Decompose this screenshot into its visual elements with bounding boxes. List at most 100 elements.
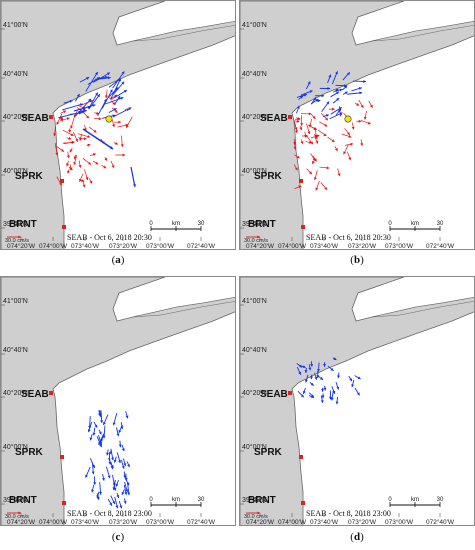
vector-head: [79, 178, 82, 182]
station-label-brnt: BRNT: [9, 495, 37, 506]
caption-b: (b): [350, 254, 364, 266]
vector-head: [92, 465, 95, 469]
vector-head: [75, 138, 79, 142]
vector-head: [335, 71, 338, 75]
reference-vector-label: 30.0 cm/s: [5, 238, 29, 244]
current-vector: [88, 94, 101, 110]
scale-label-max: 30: [437, 221, 444, 227]
vector-head: [120, 96, 124, 100]
vector-head: [122, 153, 126, 157]
vector-head: [92, 104, 96, 107]
map-d: 41°00'N 40°40'N 40°20'N 40°00'N 39°40'N 074°2…: [240, 277, 474, 525]
current-vector: [93, 72, 111, 83]
vector-head: [85, 474, 88, 478]
current-vector: [62, 103, 83, 111]
vector-head: [67, 170, 71, 174]
vector-head: [125, 489, 129, 493]
lat-label: 40°00'N: [3, 443, 28, 451]
vector-head: [302, 390, 306, 394]
vector-head: [310, 363, 314, 367]
vector-head: [125, 415, 129, 419]
land-mass: [1, 1, 235, 249]
vector-head: [103, 422, 106, 426]
vector-head: [118, 429, 122, 433]
vector-head: [323, 133, 327, 136]
vector-head: [312, 115, 316, 119]
lon-label: 074°20'W: [246, 242, 275, 250]
vector-head: [104, 95, 108, 99]
vector-head: [69, 99, 73, 103]
vector-head: [308, 140, 312, 144]
vector-head: [369, 104, 373, 108]
current-vector: [82, 128, 114, 150]
vector-head: [66, 163, 69, 167]
vector-head: [330, 367, 334, 371]
vector-head: [89, 180, 93, 184]
vector-head: [315, 99, 319, 102]
lon-label: 074°20'W: [7, 518, 36, 526]
station-marker-sprk: [299, 179, 303, 183]
scale-label-max: 30: [198, 221, 205, 227]
vector-head: [299, 126, 303, 130]
vector-head: [331, 139, 335, 142]
vector-head: [70, 133, 74, 136]
vector-head: [324, 187, 328, 190]
map-b: 41°00'N 40°40'N 40°20'N 40°00'N 39°40'N 074°2…: [240, 1, 474, 250]
vector-head: [118, 120, 122, 124]
vector-head: [294, 167, 298, 171]
vector-head: [316, 375, 320, 378]
vector-head: [73, 162, 77, 165]
vector-head: [123, 500, 127, 504]
lon-label: 072°40'W: [187, 518, 216, 526]
station-label-seab: SEAB: [260, 389, 288, 400]
vector-head: [326, 101, 330, 105]
vector-head: [324, 123, 328, 127]
lat-label: 39°40'N: [3, 220, 28, 228]
vector-head: [321, 395, 325, 399]
vector-head: [93, 482, 97, 485]
vector-head: [93, 129, 97, 133]
vector-head: [95, 161, 99, 165]
current-vector: [110, 78, 122, 99]
vector-head: [308, 124, 312, 128]
lon-label: 074°20'W: [7, 242, 36, 250]
vector-head: [18, 235, 21, 239]
vector-head: [63, 110, 67, 114]
vector-head: [121, 448, 125, 452]
vector-head: [102, 435, 106, 439]
vector-head: [335, 401, 339, 405]
vector-head: [313, 158, 317, 162]
lat-label: 40°40'N: [3, 346, 28, 354]
vector-head: [330, 397, 334, 401]
scale-label-unit: km: [411, 497, 419, 503]
vector-head: [344, 91, 348, 95]
vector-head: [296, 119, 300, 123]
vector-head: [124, 478, 128, 481]
lat-label: 40°20'N: [3, 389, 28, 397]
vector-head: [121, 465, 125, 469]
barrier-island: [371, 21, 474, 42]
barrier-island: [132, 297, 235, 318]
vector-head: [346, 72, 350, 76]
vector-head: [98, 117, 102, 121]
vector-head: [111, 457, 115, 461]
panel-d: 41°00'N 40°40'N 40°20'N 40°00'N 39°40'N 074°2…: [239, 276, 475, 526]
vector-head: [257, 511, 260, 515]
vector-head: [335, 89, 339, 92]
vector-head: [309, 171, 312, 175]
lat-label: 40°40'N: [3, 70, 28, 78]
current-vector: [112, 81, 125, 95]
vector-head: [332, 390, 336, 394]
vector-head: [97, 94, 100, 98]
vector-head: [115, 141, 119, 145]
vector-head: [297, 117, 301, 120]
vector-head: [327, 86, 331, 90]
lon-label: 073°00'W: [385, 242, 414, 250]
vector-head: [114, 109, 118, 113]
station-marker-seab: [49, 115, 53, 119]
vector-head: [320, 376, 324, 380]
vector-head: [99, 444, 102, 448]
vector-head: [88, 161, 92, 165]
lon-label: 074°00'W: [278, 242, 307, 250]
vector-head: [298, 371, 302, 375]
